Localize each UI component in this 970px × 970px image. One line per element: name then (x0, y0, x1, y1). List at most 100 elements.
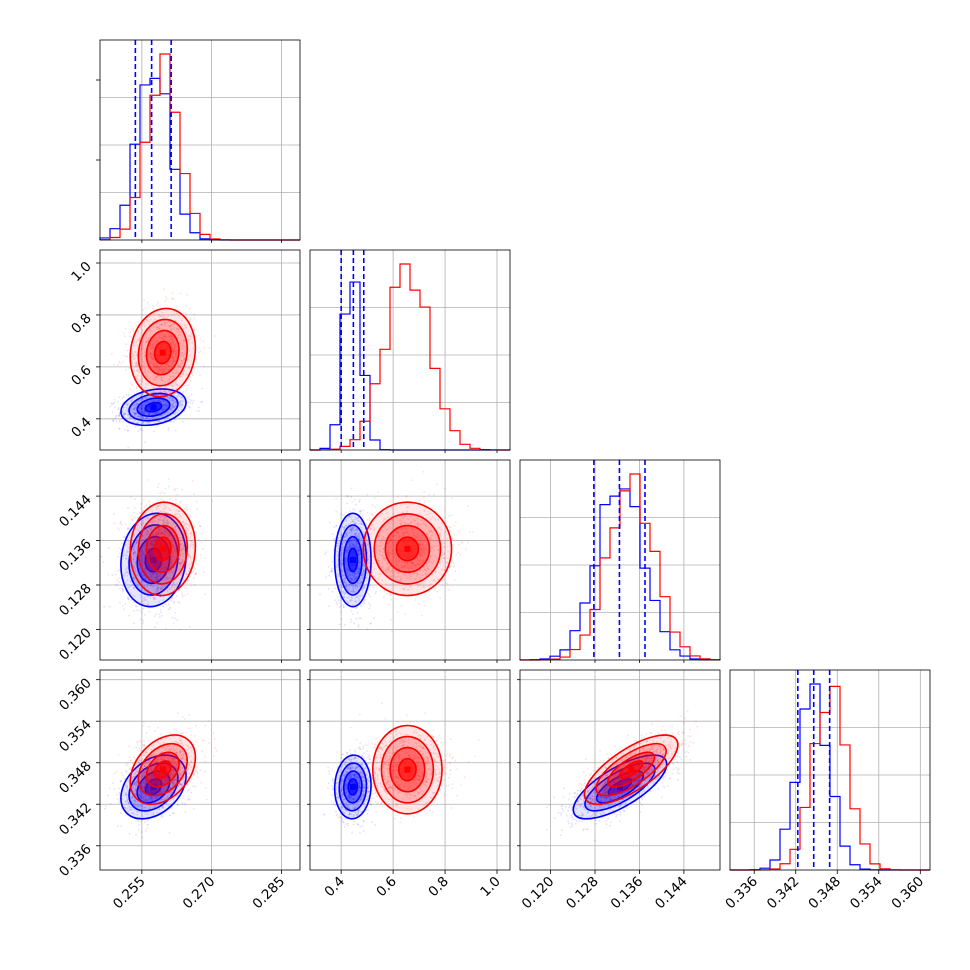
scatter-point (136, 403, 139, 405)
scatter-point (170, 420, 173, 423)
scatter-point (338, 601, 341, 604)
scatter-point (175, 401, 177, 404)
scatter-point (135, 401, 138, 404)
scatter-point (119, 419, 121, 422)
scatter-point (179, 363, 182, 365)
scatter-point (112, 419, 114, 421)
scatter-point (129, 416, 132, 418)
scatter-point (162, 404, 165, 406)
scatter-point (172, 406, 175, 409)
scatter-point (132, 408, 135, 410)
scatter-point (340, 618, 343, 621)
scatter-point (146, 400, 149, 403)
scatter-point (142, 404, 144, 406)
scatter-point (135, 404, 137, 407)
scatter-point (130, 407, 133, 410)
scatter-point (204, 539, 207, 542)
scatter-point (137, 399, 140, 402)
scatter-point (144, 411, 146, 414)
scatter-point (174, 412, 177, 414)
scatter-point (151, 417, 154, 420)
scatter-point (114, 583, 117, 586)
scatter-point (163, 403, 165, 405)
scatter-point (146, 411, 149, 414)
scatter-point (138, 512, 141, 515)
scatter-point (135, 412, 138, 415)
scatter-point (145, 397, 148, 399)
scatter-point (160, 611, 162, 614)
scatter-point (362, 509, 364, 512)
scatter-point (181, 391, 184, 394)
scatter-point (163, 390, 166, 393)
scatter-point (183, 358, 186, 361)
scatter-point (130, 599, 133, 601)
scatter-point (141, 393, 144, 396)
scatter-point (142, 308, 145, 311)
scatter-point (161, 614, 163, 617)
scatter-point (181, 595, 184, 598)
scatter-point (180, 406, 183, 408)
scatter-point (139, 406, 142, 409)
scatter-point (201, 387, 204, 390)
scatter-point (185, 304, 187, 307)
scatter-point (204, 593, 207, 596)
scatter-point (156, 621, 158, 624)
scatter-point (337, 599, 340, 602)
scatter-point (146, 301, 149, 304)
scatter-point (143, 506, 146, 509)
scatter-point (133, 354, 135, 357)
scatter-point (134, 412, 136, 415)
scatter-point (145, 417, 148, 419)
scatter-point (148, 413, 150, 415)
scatter-point (124, 412, 127, 415)
scatter-point (125, 533, 127, 535)
scatter-point (152, 391, 155, 394)
scatter-point (122, 406, 125, 409)
scatter-point (144, 307, 147, 310)
scatter-point (183, 586, 186, 589)
scatter-point (196, 508, 199, 511)
scatter-point (122, 420, 124, 423)
scatter-point (178, 393, 180, 396)
scatter-point (128, 614, 131, 617)
scatter-point (142, 404, 145, 407)
scatter-point (328, 605, 330, 607)
scatter-point (131, 398, 134, 401)
scatter-point (142, 499, 145, 501)
scatter-point (366, 524, 368, 526)
scatter-point (178, 404, 181, 407)
scatter-point (175, 404, 178, 407)
scatter-point (173, 421, 176, 423)
scatter-point (111, 574, 114, 576)
scatter-point (335, 497, 337, 500)
scatter-point (128, 417, 131, 419)
scatter-point (143, 613, 146, 616)
scatter-point (189, 514, 191, 517)
scatter-point (122, 585, 124, 587)
scatter-point (135, 405, 137, 407)
scatter-point (152, 430, 155, 433)
scatter-point (115, 419, 118, 422)
scatter-point (139, 399, 142, 401)
scatter-point (328, 521, 331, 524)
scatter-point (134, 498, 136, 500)
scatter-point (164, 300, 167, 303)
scatter-point (169, 406, 172, 409)
scatter-point (122, 587, 125, 590)
scatter-point (152, 307, 154, 310)
scatter-point (191, 374, 194, 377)
scatter-point (127, 598, 130, 600)
scatter-point (172, 622, 175, 625)
scatter-point (203, 571, 205, 574)
scatter-point (137, 409, 140, 412)
scatter-point (447, 589, 450, 591)
scatter-point (118, 413, 121, 416)
scatter-point (163, 406, 165, 408)
scatter-point (331, 560, 334, 563)
scatter-point (157, 499, 160, 501)
scatter-point (109, 405, 112, 407)
scatter-point (190, 399, 193, 402)
scatter-point (136, 609, 138, 611)
scatter-point (126, 403, 129, 406)
scatter-point (131, 383, 134, 386)
